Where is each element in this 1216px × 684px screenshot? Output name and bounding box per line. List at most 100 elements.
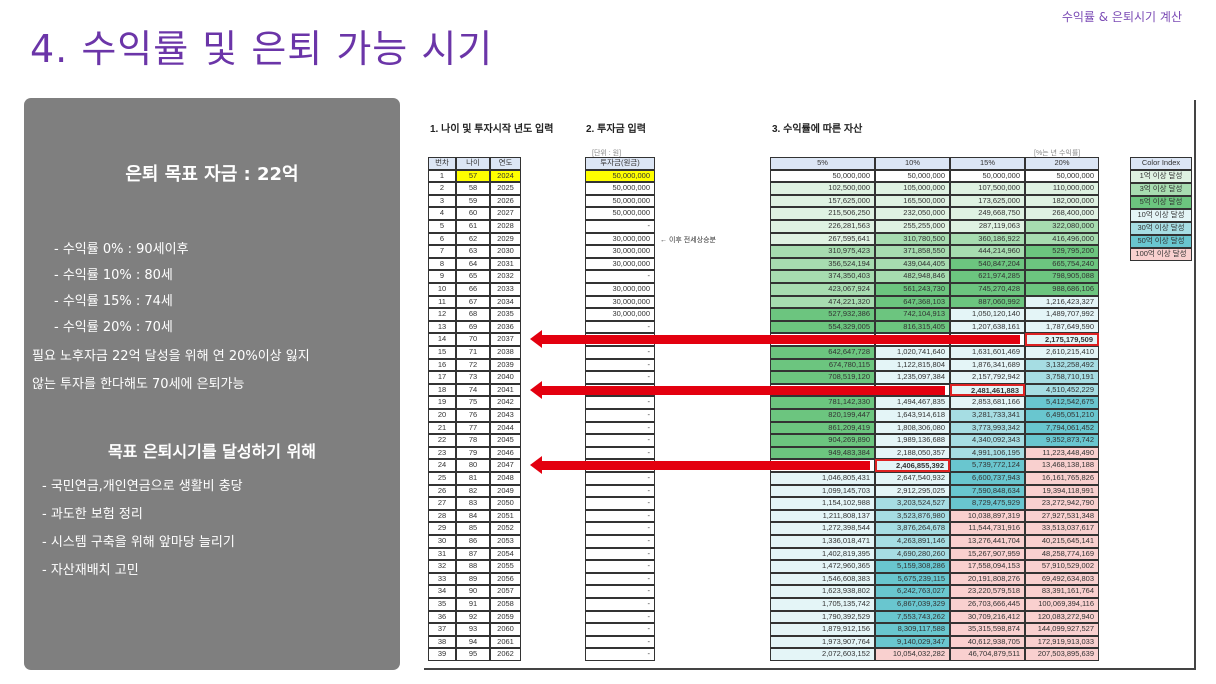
cell-rate-20%: 11,223,448,490: [1025, 446, 1099, 460]
cell-rate-10%: 50,000,000: [875, 169, 950, 183]
cell-invest: 50,000,000: [585, 207, 655, 220]
cell-rate-5%: 423,067,924: [770, 283, 875, 296]
cell-age: 94: [456, 635, 490, 649]
cell-no: 32: [428, 560, 456, 573]
cell-age: 93: [456, 623, 490, 636]
cell-rate-20%: 1,787,649,590: [1025, 320, 1099, 334]
cell-rate-20%: 19,394,118,991: [1025, 484, 1099, 498]
cell-rate-20%: 322,080,000: [1025, 220, 1099, 233]
cell-rate-5%: 1,879,912,156: [770, 623, 875, 636]
cell-rate-15%: 4,340,092,343: [950, 434, 1025, 447]
cell-age: 69: [456, 320, 490, 334]
cell-rate-5%: 1,623,938,802: [770, 585, 875, 598]
unit-label: [단위 : 원]: [592, 150, 622, 157]
cell-rate-10%: 2,912,295,025: [875, 484, 950, 498]
cell-invest: 30,000,000: [585, 308, 655, 321]
cell-rate-20%: 268,400,000: [1025, 207, 1099, 220]
cell-year: 2042: [490, 396, 521, 409]
cell-rate-10%: 232,050,000: [875, 207, 950, 220]
cell-invest: -: [585, 497, 655, 510]
strategy-line: - 자산재배치 고민: [42, 563, 139, 578]
cell-year: 2060: [490, 623, 521, 636]
cell-age: 95: [456, 648, 490, 661]
cell-rate-10%: 255,255,000: [875, 220, 950, 233]
cell-rate-20%: 23,272,942,790: [1025, 497, 1099, 510]
cell-no: 34: [428, 585, 456, 598]
cell-rate-5%: 310,975,423: [770, 245, 875, 258]
cell-invest: -: [585, 535, 655, 548]
section-age-input: 1. 나이 및 투자시작 년도 입력: [430, 124, 554, 135]
cell-invest: -: [585, 560, 655, 573]
cell-rate-5%: 904,269,890: [770, 434, 875, 447]
cell-no: 30: [428, 535, 456, 548]
cell-invest: -: [585, 572, 655, 586]
cell-year: 2057: [490, 585, 521, 598]
cell-rate-15%: 46,704,879,511: [950, 648, 1025, 661]
cell-invest: -: [585, 522, 655, 535]
color-index-item: 5억 이상 달성: [1130, 196, 1192, 209]
cell-year: 2061: [490, 635, 521, 649]
cell-no: 21: [428, 421, 456, 435]
cell-rate-15%: 50,000,000: [950, 169, 1025, 183]
cell-invest: -: [585, 434, 655, 447]
cell-rate-5%: 1,336,018,471: [770, 535, 875, 548]
cell-no: 20: [428, 409, 456, 422]
cell-rate-5%: 1,973,907,764: [770, 635, 875, 649]
cell-year: 2053: [490, 535, 521, 548]
cell-age: 66: [456, 283, 490, 296]
cell-year: 2055: [490, 560, 521, 573]
cell-no: 13: [428, 320, 456, 334]
cell-year: 2032: [490, 270, 521, 283]
cell-year: 2045: [490, 434, 521, 447]
cell-invest: -: [585, 409, 655, 422]
cell-rate-5%: 1,211,808,137: [770, 509, 875, 523]
cell-invest: -: [585, 346, 655, 359]
cell-rate-5%: 1,472,960,365: [770, 560, 875, 573]
cell-rate-10%: 8,309,117,588: [875, 623, 950, 636]
cell-rate-5%: 1,546,608,383: [770, 572, 875, 586]
cell-rate-15%: 1,207,638,161: [950, 320, 1025, 334]
cell-rate-20%: 182,000,000: [1025, 194, 1099, 208]
red-arrow-icon: [530, 330, 1020, 349]
cell-rate-15%: 3,773,993,342: [950, 421, 1025, 435]
cell-age: 64: [456, 257, 490, 271]
cell-age: 74: [456, 383, 490, 397]
cell-rate-20%: 416,496,000: [1025, 232, 1099, 246]
cell-age: 79: [456, 446, 490, 460]
cell-year: 2036: [490, 320, 521, 334]
cell-rate-20%: 665,754,240: [1025, 257, 1099, 271]
cell-rate-10%: 1,235,097,384: [875, 371, 950, 384]
cell-rate-5%: 50,000,000: [770, 169, 875, 183]
cell-year: 2059: [490, 610, 521, 624]
cell-rate-15%: 107,500,000: [950, 182, 1025, 195]
cell-year: 2047: [490, 459, 521, 472]
cell-rate-20%: 207,503,895,639: [1025, 648, 1099, 661]
cell-no: 3: [428, 194, 456, 208]
strategy-heading: 목표 은퇴시기를 달성하기 위해: [107, 442, 317, 461]
cell-age: 71: [456, 346, 490, 359]
cell-rate-10%: 7,553,743,262: [875, 610, 950, 624]
cell-year: 2033: [490, 283, 521, 296]
red-arrow-icon: [530, 456, 870, 475]
cell-rate-15%: 4,991,106,195: [950, 446, 1025, 460]
cell-rate-10%: 1,989,136,688: [875, 434, 950, 447]
cell-rate-10%: 310,780,500: [875, 232, 950, 246]
cell-rate-15%: 1,631,601,469: [950, 346, 1025, 359]
cell-rate-10%: 4,263,891,146: [875, 535, 950, 548]
cell-year: 2046: [490, 446, 521, 460]
cell-age: 62: [456, 232, 490, 246]
cell-rate-20%: 57,910,529,002: [1025, 560, 1099, 573]
cell-no: 33: [428, 572, 456, 586]
spreadsheet-image: 1. 나이 및 투자시작 년도 입력 2. 투자금 입력 3. 수익률에 따른 …: [424, 100, 1196, 670]
cell-rate-10%: 5,675,239,115: [875, 572, 950, 586]
cell-rate-15%: 6,600,737,943: [950, 472, 1025, 485]
cell-rate-5%: 820,199,447: [770, 409, 875, 422]
summary-line: - 수익률 20% : 70세: [54, 320, 173, 335]
cell-rate-10%: 1,808,306,080: [875, 421, 950, 435]
cell-rate-5%: 356,524,194: [770, 257, 875, 271]
summary-panel: 은퇴 목표 자금 : 22억 - 수익률 0% : 90세이후 - 수익률 10…: [24, 98, 400, 670]
cell-age: 68: [456, 308, 490, 321]
cell-no: 38: [428, 635, 456, 649]
cell-no: 36: [428, 610, 456, 624]
cell-rate-15%: 10,038,897,319: [950, 509, 1025, 523]
